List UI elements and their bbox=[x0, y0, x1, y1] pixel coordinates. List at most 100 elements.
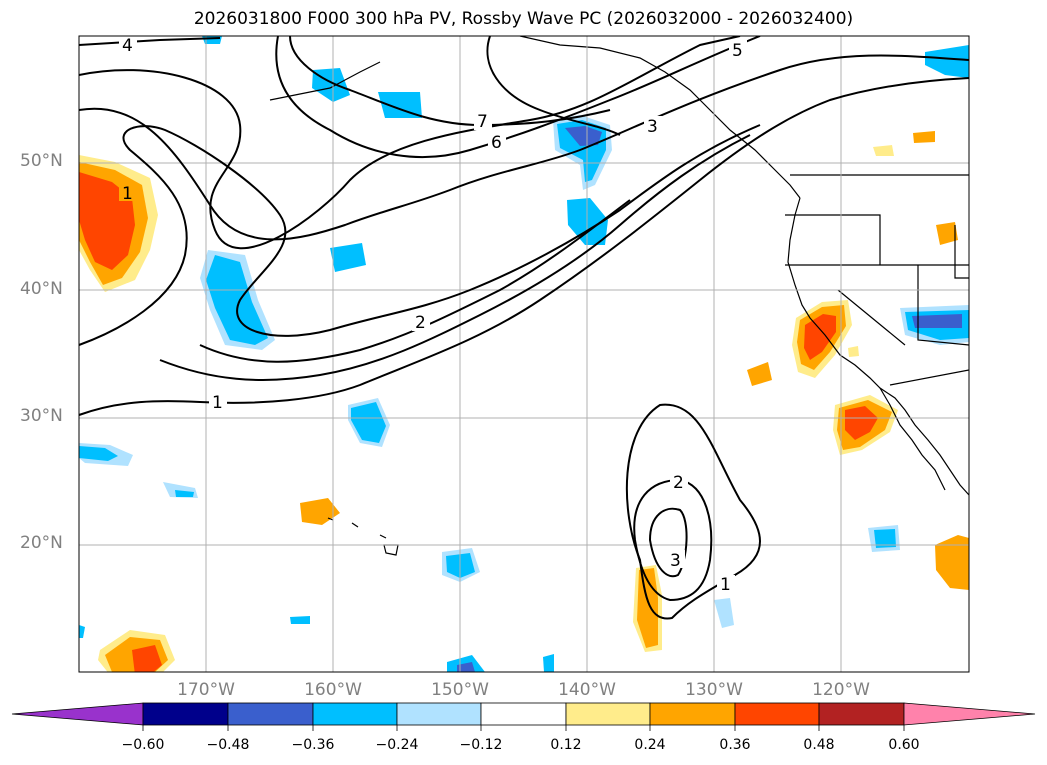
colorbar-segment bbox=[565, 702, 651, 726]
plot-frame bbox=[78, 35, 970, 673]
negative-anomaly-region bbox=[312, 68, 350, 102]
colorbar-segment bbox=[818, 702, 905, 726]
contour-line bbox=[625, 403, 761, 620]
contour-label: 3 bbox=[647, 117, 658, 137]
positive-anomaly-region bbox=[936, 222, 958, 245]
contour-line bbox=[275, 36, 761, 159]
contour-line bbox=[159, 134, 751, 381]
lon-label: 150°W bbox=[431, 680, 489, 700]
negative-anomaly-region bbox=[565, 126, 602, 146]
contour-label-bg bbox=[488, 133, 506, 151]
contour-line bbox=[79, 54, 969, 241]
colorbar-segment bbox=[227, 702, 314, 726]
negative-anomaly-region bbox=[378, 92, 422, 118]
positive-anomaly-region bbox=[132, 645, 162, 672]
colorbar bbox=[11, 702, 1036, 731]
colorbar-segment bbox=[312, 702, 398, 726]
contour-line bbox=[289, 36, 611, 127]
contour-label: 4 bbox=[122, 36, 133, 56]
contour-label-bg bbox=[729, 40, 747, 58]
colorbar-segment bbox=[396, 702, 482, 726]
contour-label: 6 bbox=[491, 133, 502, 153]
negative-anomaly-region bbox=[925, 45, 969, 78]
coastline-north-america bbox=[787, 197, 969, 496]
negative-anomaly-region bbox=[175, 490, 194, 497]
colorbar-tick-label: −0.24 bbox=[375, 737, 419, 753]
colorbar-segment bbox=[734, 702, 820, 726]
contour-label-bg bbox=[412, 313, 430, 331]
negative-anomaly-region bbox=[330, 243, 366, 272]
colorbar-segment bbox=[480, 702, 567, 726]
colorbar-extend-max bbox=[903, 702, 1036, 726]
lon-label: 130°W bbox=[685, 680, 743, 700]
contour-label-bg bbox=[119, 183, 137, 201]
colorbar-tick-label: 0.12 bbox=[550, 737, 582, 753]
pv-contours bbox=[79, 36, 969, 620]
contour-label: 5 bbox=[732, 41, 743, 61]
negative-anomaly-region bbox=[79, 446, 118, 461]
negative-anomaly-region bbox=[912, 314, 962, 328]
border-states bbox=[785, 214, 969, 346]
contour-line bbox=[633, 478, 713, 602]
coastline-aleutians bbox=[269, 61, 381, 101]
contour-line bbox=[79, 37, 221, 46]
colorbar-tick-label: 0.36 bbox=[719, 737, 751, 753]
contour-label: 1 bbox=[212, 393, 223, 413]
coastline-hawaii bbox=[327, 517, 399, 556]
positive-anomaly-region bbox=[300, 498, 340, 525]
contour-label-bg bbox=[209, 392, 227, 410]
contour-label: 3 bbox=[670, 551, 681, 571]
lon-label: 170°W bbox=[177, 680, 235, 700]
colorbar-segment bbox=[142, 702, 229, 726]
contour-line bbox=[79, 124, 761, 346]
border-us-mexico bbox=[889, 369, 969, 386]
contour-label: 2 bbox=[415, 313, 426, 333]
negative-anomaly-region bbox=[79, 625, 85, 638]
positive-anomaly-region bbox=[747, 362, 772, 386]
negative-anomaly-region bbox=[457, 662, 475, 672]
colorbar-tick-label: 0.48 bbox=[803, 737, 835, 753]
colorbar-segment bbox=[649, 702, 736, 726]
contour-label-bg bbox=[670, 472, 688, 490]
positive-anomaly-region bbox=[845, 406, 878, 440]
lat-label: 20°N bbox=[20, 533, 63, 553]
contour-label-bg bbox=[474, 112, 492, 130]
map-title: 2026031800 F000 300 hPa PV, Rossby Wave … bbox=[193, 9, 854, 29]
lon-label: 120°W bbox=[812, 680, 870, 700]
lon-label: 140°W bbox=[558, 680, 616, 700]
coastlines bbox=[269, 36, 969, 556]
negative-anomaly-region bbox=[543, 654, 554, 672]
contour-line bbox=[79, 36, 741, 250]
positive-anomaly-region bbox=[913, 131, 935, 143]
positive-anomaly-region bbox=[873, 145, 894, 156]
contour-label-bg bbox=[667, 550, 685, 568]
lat-label: 50°N bbox=[20, 151, 63, 171]
colorbar-tick-label: −0.36 bbox=[291, 737, 335, 753]
contour-line bbox=[79, 77, 969, 416]
contour-line bbox=[486, 36, 621, 136]
coastline-baja bbox=[879, 387, 946, 491]
contour-labels: 4 5 7 6 3 1 2 1 2 3 1 bbox=[119, 36, 747, 595]
lat-label: 30°N bbox=[20, 406, 63, 426]
negative-anomaly-region bbox=[290, 616, 310, 624]
lat-label: 40°N bbox=[20, 279, 63, 299]
contour-label-bg bbox=[119, 36, 137, 54]
contour-label: 1 bbox=[122, 184, 133, 204]
colorbar-tick-label: −0.12 bbox=[459, 737, 503, 753]
contour-label: 2 bbox=[673, 473, 684, 493]
contour-line bbox=[648, 507, 688, 578]
negative-anomaly-region bbox=[714, 598, 734, 628]
contour-label-bg bbox=[644, 116, 662, 134]
negative-anomaly-region bbox=[351, 402, 386, 443]
colorbar-tick-label: 0.60 bbox=[888, 737, 920, 753]
contour-label: 7 bbox=[477, 112, 488, 132]
pv-anomaly-shading bbox=[79, 36, 969, 672]
negative-anomaly-region bbox=[874, 529, 896, 548]
positive-anomaly-region bbox=[935, 535, 969, 590]
negative-anomaly-region bbox=[206, 255, 268, 345]
colorbar-extend-min bbox=[11, 702, 144, 726]
contour-label: 1 bbox=[720, 575, 731, 595]
contour-label-bg bbox=[717, 575, 735, 593]
lon-label: 160°W bbox=[304, 680, 362, 700]
